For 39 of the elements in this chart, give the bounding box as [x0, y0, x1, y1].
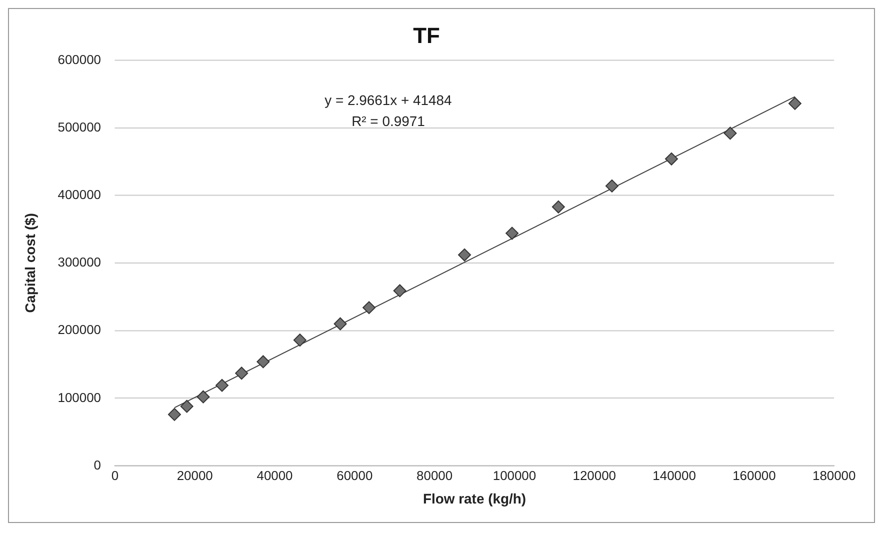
y-tick-label: 0: [94, 457, 101, 472]
point: [334, 317, 347, 330]
x-tick-label: 180000: [812, 468, 856, 484]
point: [664, 152, 678, 166]
y-tick-label: 600000: [58, 52, 101, 67]
chart-title: TF: [413, 23, 440, 48]
y-tick-label: 400000: [58, 186, 101, 202]
x-tick-label: 120000: [572, 468, 616, 484]
annotation: R² = 0.9971: [352, 112, 426, 129]
point: [724, 126, 737, 140]
x-tick-label: 160000: [732, 468, 776, 484]
annotation: y = 2.9661x + 41484: [324, 92, 452, 108]
y-tick-label: 200000: [58, 322, 101, 338]
y-axis-title: Capital cost ($): [22, 213, 38, 313]
y-tick-label: 100000: [58, 390, 101, 405]
y-tick-label: 500000: [58, 119, 101, 134]
point: [180, 400, 194, 413]
point: [168, 408, 181, 421]
x-tick-label: 80000: [416, 468, 453, 484]
y-tick-label: 300000: [58, 254, 101, 270]
point: [552, 200, 565, 214]
point: [293, 334, 306, 347]
x-tick-label: 0: [111, 468, 119, 484]
point: [393, 284, 406, 298]
x-tick-label: 100000: [492, 468, 536, 484]
x-tick-label: 140000: [652, 468, 696, 484]
point: [605, 179, 618, 192]
point: [788, 96, 802, 110]
point: [362, 301, 376, 314]
point: [256, 355, 270, 368]
x-tick-label: 40000: [256, 468, 293, 484]
point: [458, 248, 472, 262]
point: [196, 390, 210, 404]
point: [216, 378, 228, 392]
x-tick-label: 20000: [176, 468, 213, 484]
point: [506, 226, 519, 240]
x-tick-label: 60000: [336, 468, 373, 484]
point: [235, 366, 248, 380]
x-axis-title: Flow rate (kg/h): [422, 490, 526, 507]
